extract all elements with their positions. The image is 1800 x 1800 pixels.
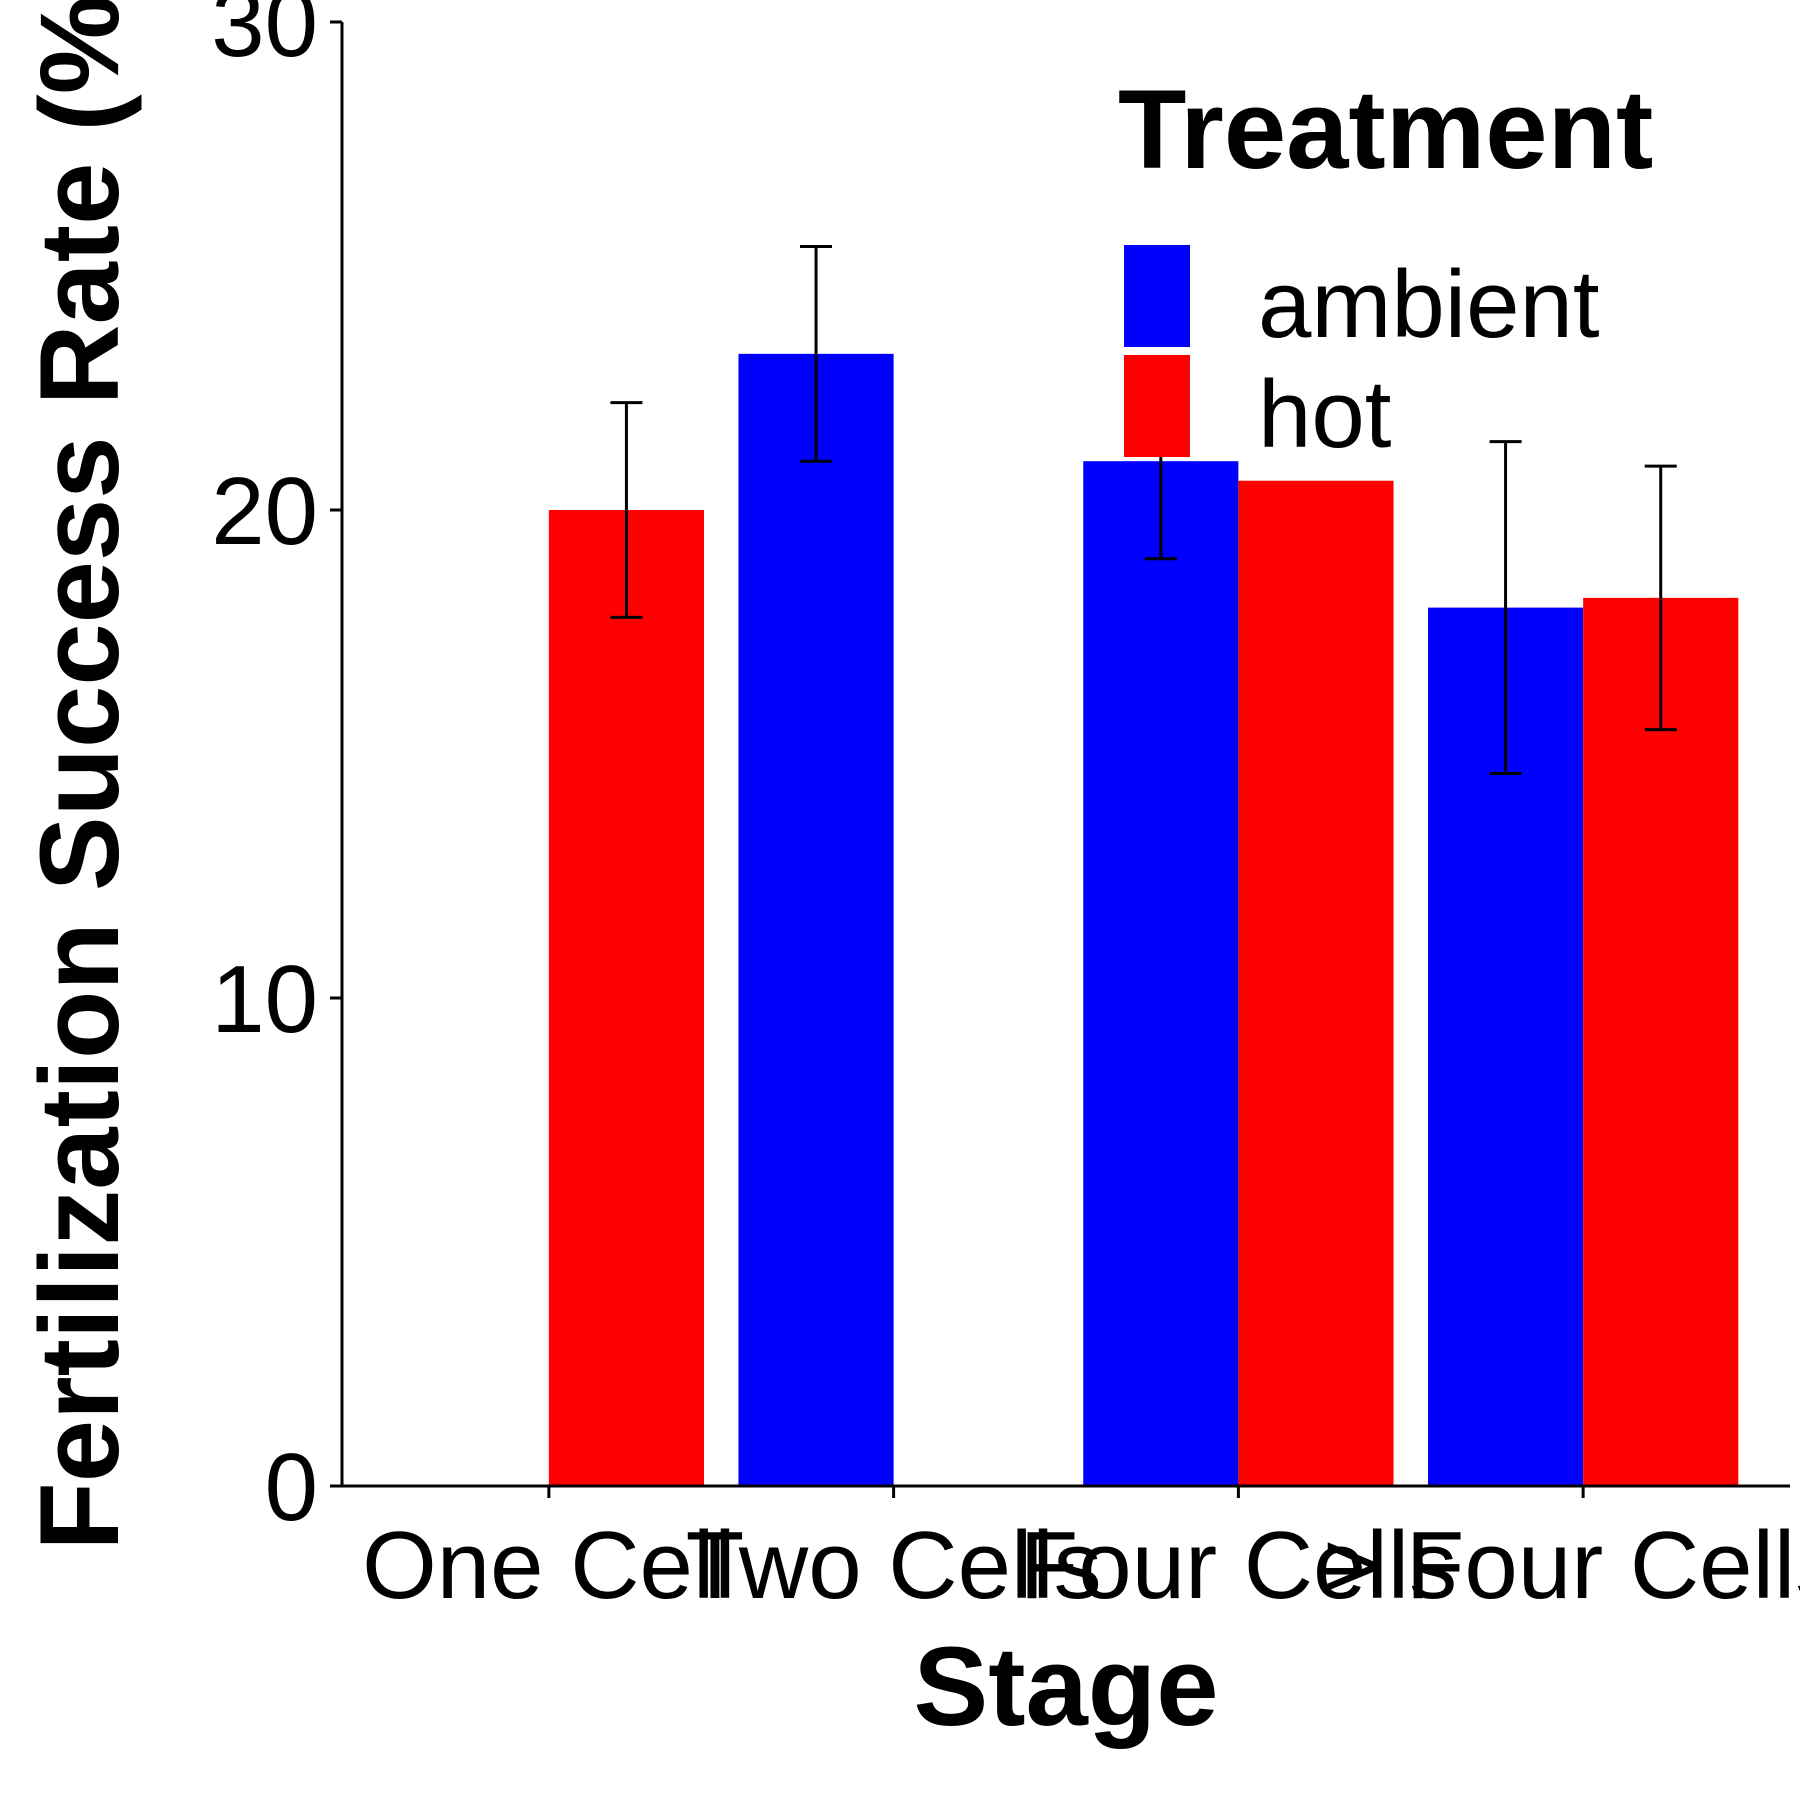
bar-ambient xyxy=(1083,461,1239,1487)
bar-hot xyxy=(1238,480,1394,1487)
legend-swatch-hot xyxy=(1124,355,1190,457)
x-tick-label: Four Cells xyxy=(1020,1512,1457,1619)
legend-swatch-ambient xyxy=(1124,245,1190,347)
x-axis-title: Stage xyxy=(914,1624,1219,1749)
bar-hot xyxy=(1583,597,1739,1486)
x-tick-label: > Four Cells xyxy=(1323,1512,1800,1619)
y-ticks: 0 10 20 30 xyxy=(211,0,342,1541)
axes-layer xyxy=(340,22,1790,1488)
error-bars-layer xyxy=(610,244,1677,776)
bars-layer xyxy=(548,353,1739,1487)
legend-title: Treatment xyxy=(1118,67,1653,192)
legend-label-hot: hot xyxy=(1258,361,1391,468)
y-tick-label: 10 xyxy=(211,946,318,1053)
y-tick-label: 0 xyxy=(265,1434,318,1541)
y-axis-title: Fertilization Success Rate (%) xyxy=(17,0,142,1551)
legend-label-ambient: ambient xyxy=(1258,251,1600,358)
bar-ambient xyxy=(738,353,894,1487)
bar-hot xyxy=(548,510,704,1486)
y-tick-label: 20 xyxy=(211,458,318,565)
y-tick-label: 30 xyxy=(211,0,318,77)
x-tick-label: One Cell xyxy=(362,1512,736,1619)
x-tick-label: Two Cells xyxy=(686,1512,1102,1619)
